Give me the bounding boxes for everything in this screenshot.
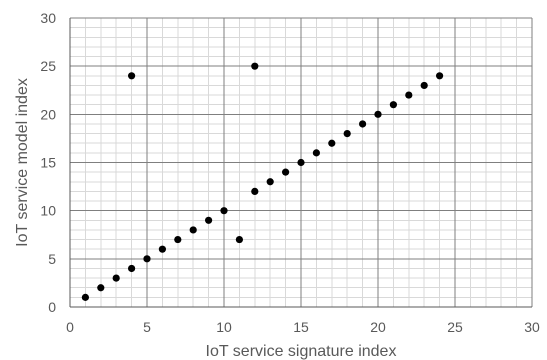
y-tick-label: 20 [40,106,56,122]
data-point [235,235,243,244]
x-axis-tick-labels: 0 5 10 15 20 25 30 [66,319,540,335]
data-point [405,91,413,99]
data-point [312,149,320,157]
y-tick-label: 25 [40,58,56,74]
data-points [81,62,444,301]
data-point [220,207,228,215]
y-tick-label: 15 [40,155,56,171]
data-point [266,178,274,186]
data-point [420,81,428,90]
data-point [251,62,259,70]
x-tick-label: 10 [216,319,232,335]
data-point [189,226,197,234]
x-tick-label: 30 [524,319,540,335]
data-point [297,158,305,167]
data-point [328,139,336,147]
x-axis-title: IoT service signature index [206,343,397,360]
data-point [81,293,89,301]
x-tick-label: 5 [143,319,151,335]
y-tick-label: 30 [40,10,56,26]
y-axis-title: IoT service model index [14,78,31,247]
x-tick-label: 0 [66,319,74,335]
x-tick-label: 15 [293,319,309,335]
x-tick-label: 25 [447,319,463,335]
data-point [112,274,120,282]
data-point [174,235,182,244]
data-point [374,110,382,118]
data-point [343,130,351,138]
y-tick-label: 0 [48,299,56,315]
data-point [143,255,151,263]
y-axis-tick-labels: 0 5 10 15 20 25 30 [40,10,56,315]
data-point [359,120,367,128]
data-point [389,101,397,109]
data-point [97,284,105,292]
plot-area-border [69,18,532,308]
y-tick-label: 10 [40,203,56,219]
data-point [128,72,136,80]
x-tick-label: 20 [370,319,386,335]
data-point [205,216,213,224]
data-point [251,187,259,195]
y-tick-label: 5 [48,251,56,267]
data-point [128,264,136,273]
data-point [158,245,166,253]
data-point [436,72,444,80]
data-point [282,168,290,176]
